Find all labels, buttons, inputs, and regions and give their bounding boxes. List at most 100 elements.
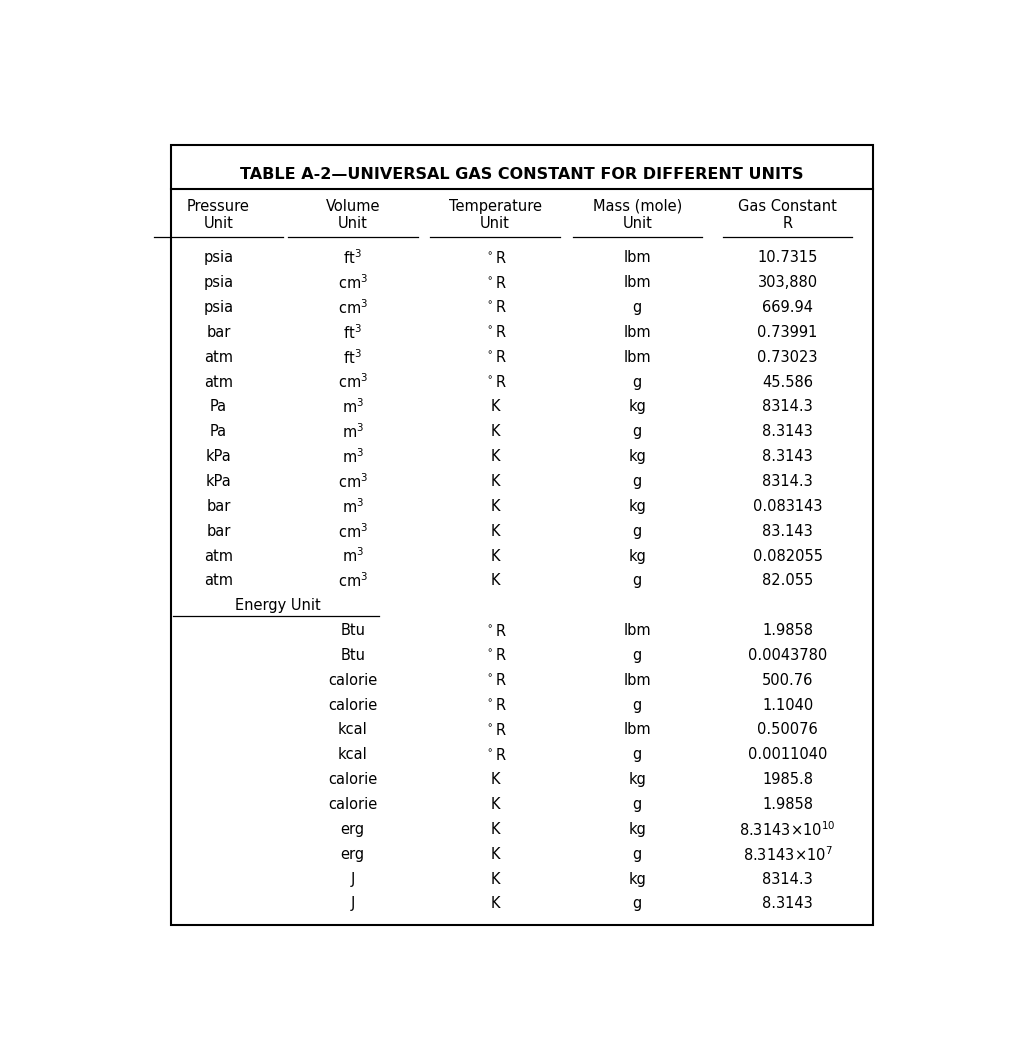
- Text: Pa: Pa: [210, 399, 227, 414]
- Text: 1985.8: 1985.8: [761, 772, 812, 787]
- Text: 1.9858: 1.9858: [761, 797, 812, 812]
- Text: $^\circ$R: $^\circ$R: [483, 374, 505, 390]
- Text: $^\circ$R: $^\circ$R: [483, 697, 505, 713]
- Text: lbm: lbm: [623, 275, 650, 290]
- Text: kPa: kPa: [206, 474, 231, 489]
- Text: g: g: [632, 573, 641, 589]
- Text: cm$^3$: cm$^3$: [337, 522, 368, 540]
- Text: ft$^3$: ft$^3$: [343, 249, 362, 267]
- Text: psia: psia: [203, 250, 233, 265]
- Text: ft$^3$: ft$^3$: [343, 347, 362, 366]
- Text: lbm: lbm: [623, 349, 650, 364]
- Text: Btu: Btu: [340, 648, 365, 663]
- Text: kcal: kcal: [337, 748, 367, 762]
- Text: cm$^3$: cm$^3$: [337, 373, 368, 392]
- Text: erg: erg: [340, 822, 365, 837]
- Text: g: g: [632, 425, 641, 439]
- Text: Pa: Pa: [210, 425, 227, 439]
- Text: Volume: Volume: [325, 199, 380, 214]
- Text: 8.3143: 8.3143: [761, 425, 812, 439]
- Text: K: K: [490, 399, 499, 414]
- Text: calorie: calorie: [328, 797, 377, 812]
- Text: 8314.3: 8314.3: [761, 474, 812, 489]
- Text: cm$^3$: cm$^3$: [337, 472, 368, 490]
- Text: Unit: Unit: [480, 216, 510, 231]
- Text: $^\circ$R: $^\circ$R: [483, 250, 505, 266]
- Text: $^\circ$R: $^\circ$R: [483, 647, 505, 663]
- Text: K: K: [490, 499, 499, 514]
- Text: calorie: calorie: [328, 672, 377, 687]
- Text: atm: atm: [204, 549, 232, 563]
- Text: TABLE A-2—UNIVERSAL GAS CONSTANT FOR DIFFERENT UNITS: TABLE A-2—UNIVERSAL GAS CONSTANT FOR DIF…: [239, 167, 803, 182]
- Text: psia: psia: [203, 275, 233, 290]
- Text: psia: psia: [203, 300, 233, 315]
- Text: Btu: Btu: [340, 623, 365, 639]
- Bar: [171, 145, 872, 925]
- Text: bar: bar: [206, 325, 230, 340]
- Text: kg: kg: [628, 449, 646, 464]
- Text: K: K: [490, 449, 499, 464]
- Text: 1.9858: 1.9858: [761, 623, 812, 639]
- Text: 8.3143: 8.3143: [761, 449, 812, 464]
- Text: m$^3$: m$^3$: [341, 546, 364, 566]
- Text: Pressure: Pressure: [186, 199, 250, 214]
- Text: bar: bar: [206, 523, 230, 539]
- Text: m$^3$: m$^3$: [341, 397, 364, 416]
- Text: $^\circ$R: $^\circ$R: [483, 349, 505, 365]
- Text: lbm: lbm: [623, 623, 650, 639]
- Text: lbm: lbm: [623, 722, 650, 737]
- Text: 303,880: 303,880: [757, 275, 817, 290]
- Text: g: g: [632, 748, 641, 762]
- Text: 0.73023: 0.73023: [756, 349, 817, 364]
- Text: kg: kg: [628, 549, 646, 563]
- Text: 0.082055: 0.082055: [752, 549, 821, 563]
- Text: ft$^3$: ft$^3$: [343, 323, 362, 342]
- Text: K: K: [490, 523, 499, 539]
- Text: g: g: [632, 847, 641, 862]
- Text: m$^3$: m$^3$: [341, 447, 364, 466]
- Text: atm: atm: [204, 349, 232, 364]
- Text: 0.73991: 0.73991: [757, 325, 817, 340]
- Text: m$^3$: m$^3$: [341, 423, 364, 442]
- Text: K: K: [490, 474, 499, 489]
- Text: K: K: [490, 822, 499, 837]
- Text: g: g: [632, 698, 641, 713]
- Text: Mass (mole): Mass (mole): [592, 199, 682, 214]
- Text: $^\circ$R: $^\circ$R: [483, 672, 505, 688]
- Text: $^\circ$R: $^\circ$R: [483, 300, 505, 316]
- Text: K: K: [490, 549, 499, 563]
- Text: $^\circ$R: $^\circ$R: [483, 324, 505, 340]
- Text: Unit: Unit: [203, 216, 233, 231]
- Text: J: J: [351, 897, 355, 912]
- Text: g: g: [632, 648, 641, 663]
- Text: g: g: [632, 523, 641, 539]
- Text: g: g: [632, 375, 641, 390]
- Text: $^\circ$R: $^\circ$R: [483, 274, 505, 290]
- Text: 8314.3: 8314.3: [761, 872, 812, 886]
- Text: K: K: [490, 797, 499, 812]
- Text: atm: atm: [204, 375, 232, 390]
- Text: 8314.3: 8314.3: [761, 399, 812, 414]
- Text: 0.083143: 0.083143: [752, 499, 821, 514]
- Text: J: J: [351, 872, 355, 886]
- Text: Temperature: Temperature: [448, 199, 541, 214]
- Text: R: R: [782, 216, 792, 231]
- Text: 83.143: 83.143: [761, 523, 812, 539]
- Text: bar: bar: [206, 499, 230, 514]
- Text: 0.50076: 0.50076: [756, 722, 817, 737]
- Text: K: K: [490, 772, 499, 787]
- Text: 82.055: 82.055: [761, 573, 812, 589]
- Text: cm$^3$: cm$^3$: [337, 572, 368, 590]
- Text: K: K: [490, 872, 499, 886]
- Text: K: K: [490, 897, 499, 912]
- Text: erg: erg: [340, 847, 365, 862]
- Text: Unit: Unit: [622, 216, 652, 231]
- Text: g: g: [632, 474, 641, 489]
- Text: 8.3143$\times$10$^{7}$: 8.3143$\times$10$^{7}$: [742, 845, 832, 864]
- Text: K: K: [490, 573, 499, 589]
- Text: 45.586: 45.586: [761, 375, 812, 390]
- Text: atm: atm: [204, 573, 232, 589]
- Text: m$^3$: m$^3$: [341, 497, 364, 516]
- Text: g: g: [632, 300, 641, 315]
- Text: kg: kg: [628, 499, 646, 514]
